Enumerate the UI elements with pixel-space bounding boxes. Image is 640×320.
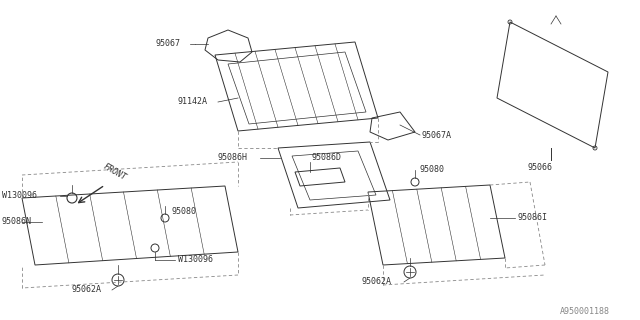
Text: 95067A: 95067A — [422, 131, 452, 140]
Text: 95080: 95080 — [172, 207, 197, 217]
Text: 95086D: 95086D — [312, 154, 342, 163]
Text: W130096: W130096 — [2, 191, 37, 201]
Text: 95067: 95067 — [155, 39, 180, 49]
Text: A950001188: A950001188 — [560, 308, 610, 316]
Text: 95086I: 95086I — [518, 213, 548, 222]
Text: 95066: 95066 — [528, 164, 553, 172]
Text: 95062A: 95062A — [72, 285, 102, 294]
Text: FRONT: FRONT — [102, 162, 128, 182]
Text: 95086H: 95086H — [218, 154, 248, 163]
Text: 95062A: 95062A — [362, 277, 392, 286]
Text: 95086N: 95086N — [2, 218, 32, 227]
Text: W130096: W130096 — [178, 255, 213, 265]
Text: 91142A: 91142A — [178, 98, 208, 107]
Text: 95080: 95080 — [420, 165, 445, 174]
